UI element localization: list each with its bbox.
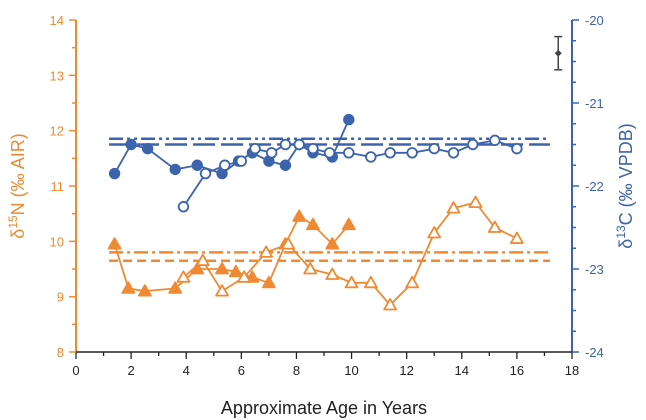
axis-labels: Approximate Age in Years δ15N (‰ AIR) δ13C… (6, 123, 636, 418)
right-tick-label: -20 (585, 13, 604, 28)
series-2-point (363, 275, 378, 289)
left-tick-label: 13 (50, 68, 64, 83)
x-tick-label: 14 (455, 363, 469, 378)
series-4-point (279, 138, 292, 151)
x-tick-label: 4 (183, 363, 190, 378)
series-1-point (341, 217, 356, 231)
series-4-point (365, 151, 377, 163)
left-axis-title: δ15N (‰ AIR) (6, 133, 28, 238)
series-2-point (176, 270, 191, 283)
series-2-point (237, 270, 251, 283)
series-4-point (428, 142, 440, 155)
series-1-point (228, 264, 243, 278)
series-1-point (107, 237, 122, 250)
x-tick-label: 12 (399, 363, 413, 378)
series-4-point (406, 147, 418, 159)
series-3-point (343, 113, 355, 126)
right-tick-label: -22 (585, 179, 604, 194)
data-series (107, 35, 563, 311)
series-2-point (446, 201, 461, 214)
series-3-point (169, 163, 181, 176)
series-2-point (195, 253, 210, 267)
left-tick-label: 11 (51, 179, 65, 194)
series-1-point (261, 275, 276, 289)
series-2-point (487, 220, 502, 233)
axes: 0 2 4 6 8 10 12 14 16 18 8 9 10 11 12 13 14 -24 -23 -22 -21 -… (50, 13, 604, 378)
x-tick-label: 0 (72, 363, 79, 378)
series-2-point (325, 267, 340, 280)
right-tick-label: -24 (585, 345, 604, 360)
series-4-point (199, 167, 212, 180)
series-4-point (467, 138, 479, 151)
series-1-point (292, 209, 307, 222)
series-1-point (137, 284, 152, 297)
series-1-point (325, 237, 340, 250)
series-1-point (168, 281, 183, 294)
series-4-point (511, 142, 523, 155)
series-3-point (191, 159, 203, 171)
series-4-point (177, 201, 190, 213)
series-4-point (307, 142, 319, 155)
x-tick-label: 16 (510, 363, 524, 378)
left-tick-label: 9 (57, 290, 64, 305)
x-tick-label: 2 (127, 363, 134, 378)
series-4-point (343, 147, 355, 159)
series-2-point (281, 237, 296, 250)
series-4-point (384, 147, 396, 159)
right-axis-title: δ13C (‰ VPDB) (614, 123, 636, 248)
right-tick-label: -21 (585, 96, 604, 111)
series-1-point (215, 262, 229, 275)
x-axis-title: Approximate Age in Years (221, 398, 427, 418)
series-4-point (219, 159, 231, 171)
series-2-point (259, 245, 274, 258)
error-bar-marker (554, 49, 562, 57)
series-2-point (427, 226, 442, 239)
series-4-point (293, 138, 305, 151)
series-2-point (405, 275, 420, 289)
series-4-point (323, 147, 336, 159)
series-4-point (265, 147, 278, 159)
series-1-point (121, 281, 136, 294)
series-4-point (249, 142, 261, 155)
series-2-point (215, 284, 229, 297)
x-tick-label: 6 (238, 363, 245, 378)
series-4-point (447, 147, 460, 159)
series-2-point (383, 298, 398, 311)
x-tick-label: 8 (293, 363, 300, 378)
left-tick-label: 10 (50, 234, 64, 249)
series-2-point (344, 275, 359, 289)
right-tick-label: -23 (585, 262, 604, 277)
series-3-point (279, 159, 292, 171)
series-2-line (182, 201, 518, 307)
left-tick-label: 14 (50, 13, 64, 28)
series-3-point (125, 138, 137, 151)
series-1-point (306, 217, 320, 231)
left-tick-label: 12 (50, 124, 64, 139)
series-4-point (489, 134, 501, 147)
series-2-point (303, 262, 318, 275)
series-2-point (509, 231, 524, 244)
x-tick-label: 18 (565, 363, 579, 378)
left-tick-label: 8 (57, 345, 64, 360)
series-4-point (235, 155, 248, 167)
series-3-point (108, 167, 121, 180)
x-tick-label: 10 (344, 363, 358, 378)
series-2-point (468, 195, 483, 209)
series-3-point (141, 142, 154, 155)
